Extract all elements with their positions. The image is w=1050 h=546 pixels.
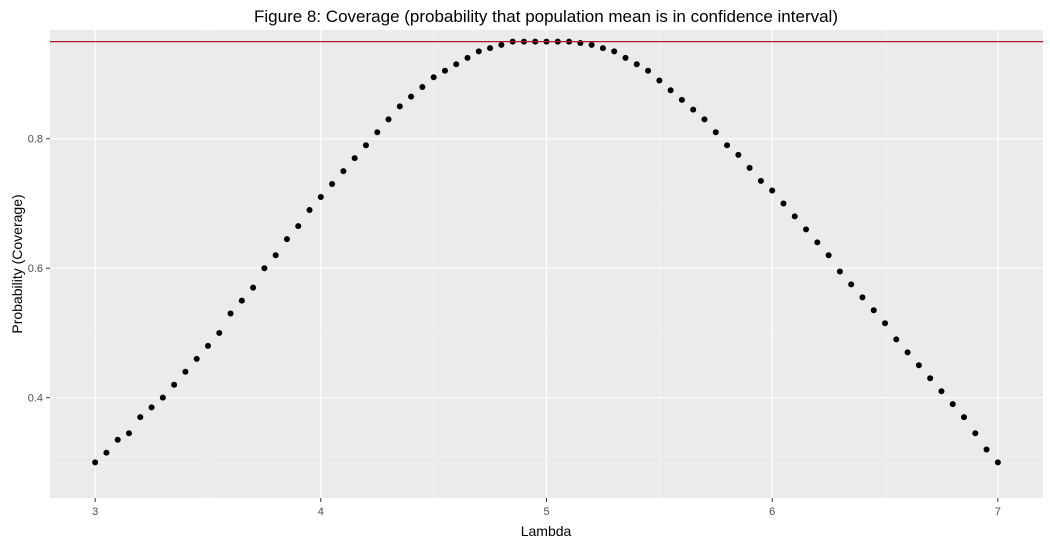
data-point — [882, 320, 889, 327]
data-point — [633, 61, 640, 68]
data-point — [475, 48, 482, 55]
y-axis: 0.4 0.6 0.8 — [28, 134, 50, 405]
chart-title: Figure 8: Coverage (probability that pop… — [254, 7, 838, 26]
data-point — [938, 388, 945, 395]
data-point — [137, 414, 144, 421]
data-point — [904, 349, 911, 356]
x-tick-label: 3 — [92, 506, 98, 518]
data-point — [340, 168, 347, 175]
x-tick-label: 4 — [318, 506, 324, 518]
data-point — [419, 83, 426, 90]
data-point — [441, 67, 448, 74]
data-point — [690, 106, 697, 113]
data-point — [159, 394, 166, 401]
data-point — [836, 268, 843, 275]
data-point — [103, 449, 110, 456]
data-point — [295, 223, 302, 230]
data-point — [125, 430, 132, 437]
data-point — [622, 54, 629, 61]
data-point — [814, 239, 821, 246]
data-point — [430, 74, 437, 81]
data-point — [667, 87, 674, 94]
data-point — [306, 206, 313, 213]
y-axis-title: Probability (Coverage) — [9, 194, 25, 333]
data-point — [791, 213, 798, 220]
data-point — [735, 151, 742, 158]
data-point — [915, 362, 922, 369]
data-point — [171, 381, 178, 388]
data-point — [701, 116, 708, 123]
data-point — [114, 436, 121, 443]
data-point — [193, 355, 200, 362]
data-point — [227, 310, 234, 317]
data-point — [272, 252, 279, 259]
data-point — [870, 307, 877, 314]
x-tick-label: 5 — [543, 506, 549, 518]
data-point — [599, 45, 606, 52]
data-point — [712, 129, 719, 136]
data-point — [678, 96, 685, 103]
data-point — [261, 265, 268, 272]
data-point — [396, 103, 403, 110]
x-axis-title: Lambda — [521, 523, 572, 539]
data-point — [374, 129, 381, 136]
x-tick-label: 7 — [995, 506, 1001, 518]
data-point — [848, 281, 855, 288]
data-point — [92, 459, 99, 466]
data-point — [611, 48, 618, 55]
data-point — [329, 181, 336, 188]
data-point — [949, 401, 956, 408]
data-point — [464, 54, 471, 61]
data-point — [983, 446, 990, 453]
data-point — [656, 77, 663, 84]
data-point — [780, 200, 787, 207]
data-point — [803, 226, 810, 233]
data-point — [994, 459, 1001, 466]
data-point — [250, 284, 257, 291]
y-tick-label: 0.8 — [28, 134, 43, 146]
data-point — [498, 41, 505, 48]
data-point — [746, 164, 753, 171]
data-point — [972, 430, 979, 437]
data-point — [724, 142, 731, 149]
data-point — [487, 45, 494, 52]
data-point — [238, 297, 245, 304]
data-point — [408, 93, 415, 100]
data-point — [893, 336, 900, 343]
major-grid-lines — [50, 30, 1043, 498]
y-tick-label: 0.6 — [28, 263, 43, 275]
data-point — [385, 116, 392, 123]
data-point — [216, 329, 223, 336]
x-tick-label: 6 — [769, 506, 775, 518]
data-point — [148, 404, 155, 411]
data-point — [577, 39, 584, 46]
x-axis: 3 4 5 6 7 — [92, 498, 1001, 518]
data-point — [351, 155, 358, 162]
data-point — [757, 177, 764, 184]
y-tick-label: 0.4 — [28, 393, 43, 405]
data-point — [453, 61, 460, 68]
data-point — [645, 67, 652, 74]
data-point — [825, 252, 832, 259]
data-point — [859, 294, 866, 301]
data-point — [769, 187, 776, 194]
data-point — [961, 414, 968, 421]
data-point — [283, 236, 290, 243]
data-point — [182, 368, 189, 375]
data-point — [588, 41, 595, 48]
data-point — [927, 375, 934, 382]
data-point — [317, 194, 324, 201]
data-point — [204, 342, 211, 349]
data-points — [92, 38, 1001, 466]
data-point — [362, 142, 369, 149]
